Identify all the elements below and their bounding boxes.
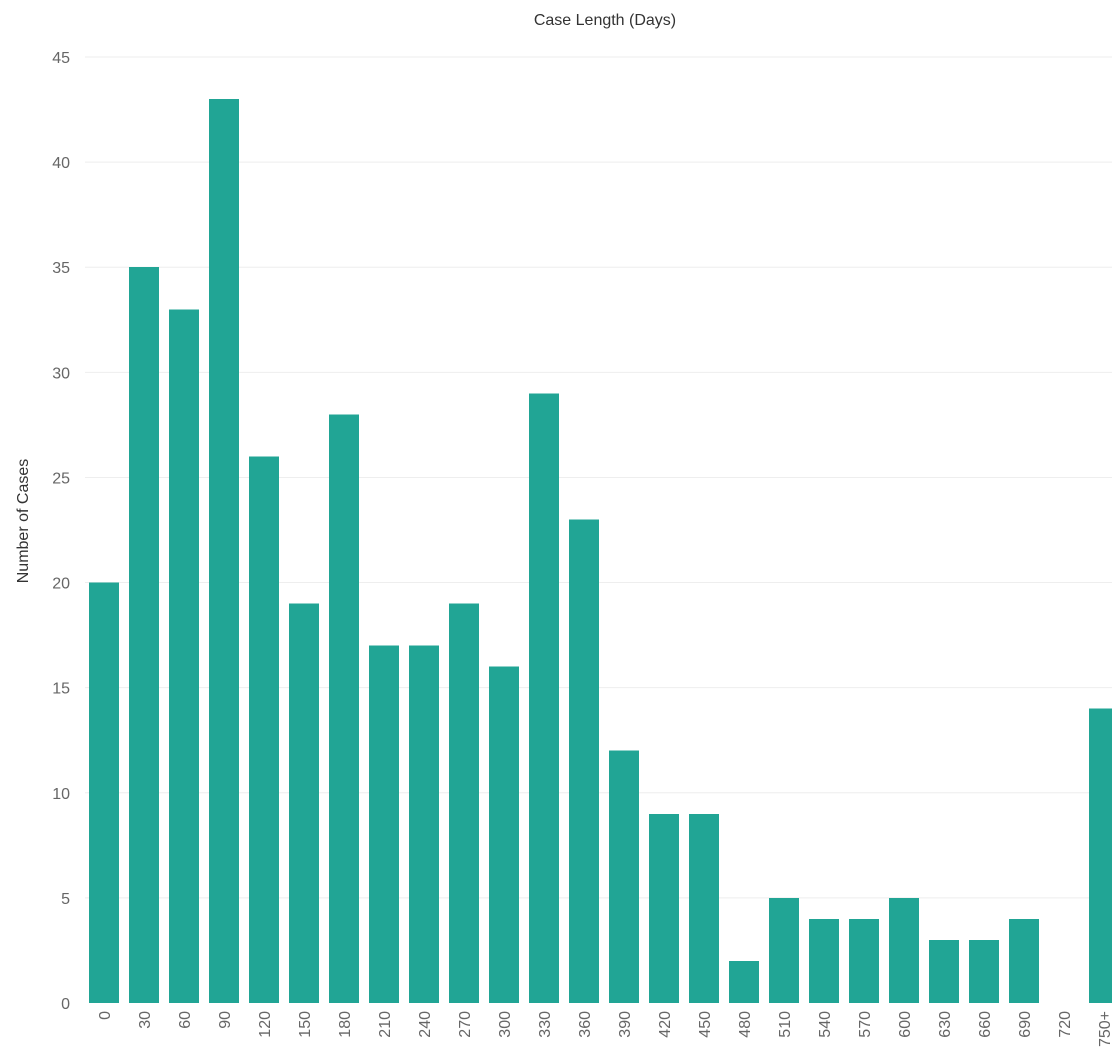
bar-540 (809, 918, 839, 1003)
x-tick-label: 660 (977, 1011, 994, 1038)
y-tick-label: 20 (52, 576, 70, 593)
bar-120 (249, 456, 279, 1003)
x-tick-label: 210 (377, 1011, 394, 1038)
bar-570 (849, 918, 879, 1003)
bar-510 (769, 897, 799, 1003)
y-tick-label: 5 (61, 891, 70, 908)
bar-150 (289, 603, 319, 1003)
x-tick-label: 450 (697, 1011, 714, 1038)
bar-360 (569, 519, 599, 1003)
y-tick-label: 40 (52, 155, 70, 172)
x-tick-label: 720 (1057, 1011, 1074, 1038)
bar-0 (89, 582, 119, 1003)
x-tick-label: 60 (177, 1011, 194, 1029)
y-tick-label: 35 (52, 260, 70, 277)
chart-title: Case Length (Days) (534, 12, 676, 29)
x-tick-label: 330 (537, 1011, 554, 1038)
x-tick-label: 300 (497, 1011, 514, 1038)
bar-90 (209, 99, 239, 1004)
x-tick-label: 120 (257, 1011, 274, 1038)
x-axis-ticks: 0 30 60 90 120 150 180 210 240 270 300 330 360 390 420… (97, 1011, 1112, 1047)
x-tick-label: 570 (857, 1011, 874, 1038)
y-tick-label: 25 (52, 470, 70, 487)
bar-390 (609, 750, 639, 1003)
bar-300 (489, 666, 519, 1003)
y-tick-label: 30 (52, 365, 70, 382)
x-tick-label: 420 (657, 1011, 674, 1038)
x-tick-label: 180 (337, 1011, 354, 1038)
x-tick-label: 270 (457, 1011, 474, 1038)
x-tick-label: 150 (297, 1011, 314, 1038)
x-tick-label: 360 (577, 1011, 594, 1038)
x-tick-label: 690 (1017, 1011, 1034, 1038)
bar-450 (689, 813, 719, 1003)
bar-600 (889, 897, 919, 1003)
bar-420 (649, 813, 679, 1003)
x-tick-label: 480 (737, 1011, 754, 1038)
x-tick-label: 540 (817, 1011, 834, 1038)
bar-210 (369, 645, 399, 1003)
bar-660 (969, 939, 999, 1003)
bar-240 (409, 645, 439, 1003)
bar-690 (1009, 918, 1039, 1003)
y-tick-label: 0 (61, 996, 70, 1013)
x-tick-label: 30 (137, 1011, 154, 1029)
x-tick-label: 240 (417, 1011, 434, 1038)
y-tick-label: 10 (52, 786, 70, 803)
bar-60 (169, 309, 199, 1003)
x-tick-label: 510 (777, 1011, 794, 1038)
x-tick-label: 390 (617, 1011, 634, 1038)
y-axis-label: Number of Cases (15, 459, 32, 584)
x-tick-label: 750+ (1097, 1011, 1112, 1047)
bar-750-plus (1089, 708, 1112, 1003)
bar-330 (529, 393, 559, 1003)
x-tick-label: 630 (937, 1011, 954, 1038)
x-tick-label: 600 (897, 1011, 914, 1038)
bar-480 (729, 960, 759, 1003)
y-axis-ticks: 0 5 10 15 20 25 30 35 40 45 (52, 50, 70, 1013)
y-tick-label: 15 (52, 681, 70, 698)
bar-630 (929, 939, 959, 1003)
bar-180 (329, 414, 359, 1003)
bar-30 (129, 267, 159, 1003)
bar-270 (449, 603, 479, 1003)
y-tick-label: 45 (52, 50, 70, 67)
x-tick-label: 0 (97, 1011, 114, 1020)
x-tick-label: 90 (217, 1011, 234, 1029)
bars (89, 99, 1112, 1004)
